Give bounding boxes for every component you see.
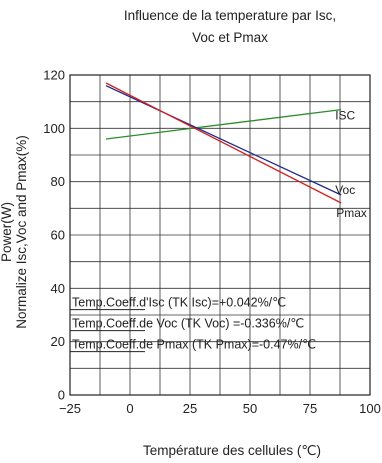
- y-tick-label: 100: [43, 121, 65, 136]
- x-tick-label: 25: [183, 401, 197, 416]
- coefficient-annotation: Temp.Coeff.de Voc (TK Voc) =-0.336%/℃: [72, 317, 304, 331]
- series-label-pmax: Pmax: [336, 206, 367, 220]
- y-tick-label: 20: [51, 334, 65, 349]
- x-axis-label: Température des cellules (℃): [143, 443, 321, 458]
- y-axis-label-normalize: Normalize Isc,Voc and Pmax(%): [14, 135, 29, 329]
- y-tick-label: 80: [51, 174, 65, 189]
- y-tick-label: 40: [51, 281, 65, 296]
- chart-grid: [69, 74, 371, 396]
- x-tick-label: 50: [243, 401, 257, 416]
- y-tick-label: 60: [51, 228, 65, 243]
- series-line-isc: [105, 109, 342, 140]
- series-label-isc: ISC: [335, 109, 355, 123]
- x-tick-label: −25: [59, 401, 81, 416]
- chart-title-line-2: Voc et Pmax: [192, 30, 268, 45]
- x-tick-label: 0: [126, 401, 133, 416]
- plot-frame: [69, 74, 371, 396]
- series-line-pmax: [105, 82, 342, 204]
- chart-series: ISC Voc Pmax: [105, 82, 367, 220]
- coefficient-annotation: Temp.Coeff.de Pmax (TK Pmax)=-0.47%/℃: [72, 338, 316, 352]
- x-tick-label: 75: [303, 401, 317, 416]
- y-axis-label-power: Power(W): [0, 202, 14, 262]
- x-tick-label: 100: [359, 401, 381, 416]
- series-label-voc: Voc: [335, 183, 355, 197]
- y-tick-label: 120: [43, 68, 65, 83]
- coefficient-annotation: Temp.Coeff.d'Isc (TK Isc)=+0.042%/℃: [72, 296, 286, 310]
- chart-title-line-1: Influence de la temperature par Isc,: [124, 8, 336, 23]
- y-tick-label: 0: [58, 388, 65, 403]
- series-line-voc: [105, 85, 342, 196]
- chart-annotations: Temp.Coeff.d'Isc (TK Isc)=+0.042%/℃ Temp.…: [70, 296, 316, 353]
